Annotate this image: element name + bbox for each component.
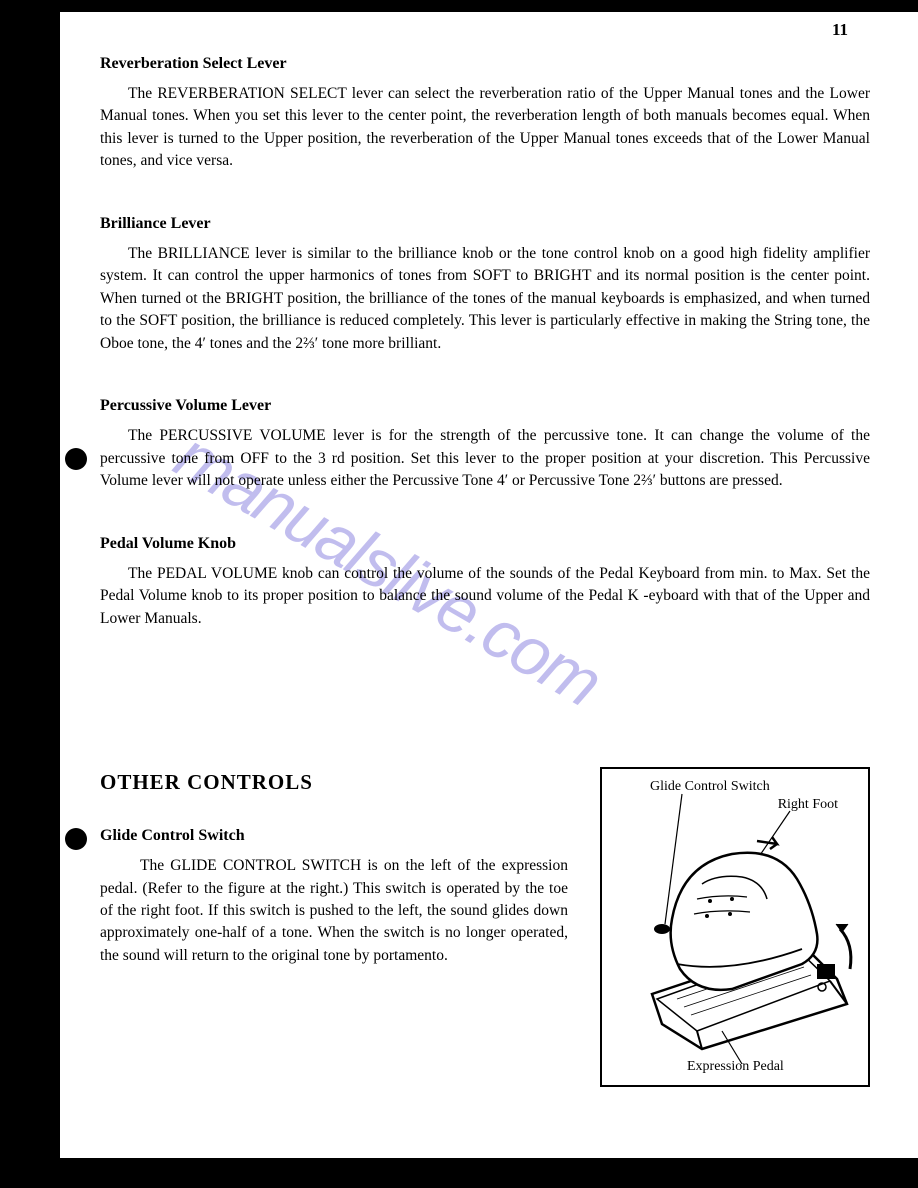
black-border-left [0, 0, 60, 1178]
section-body: The BRILLIANCE lever is similar to the b… [100, 243, 870, 355]
section-body: The REVERBERATION SELECT lever can selec… [100, 83, 870, 173]
section-body: The PERCUSSIVE VOLUME lever is for the s… [100, 425, 870, 492]
section-heading: Pedal Volume Knob [100, 535, 870, 553]
section-percussive-volume: Percussive Volume Lever The PERCUSSIVE V… [100, 397, 870, 492]
black-border-top [0, 0, 918, 12]
section-reverberation: Reverberation Select Lever The REVERBERA… [100, 55, 870, 173]
two-column-layout: Glide Control Switch The GLIDE CONTROL S… [100, 827, 870, 1087]
punch-hole-dot [65, 448, 87, 470]
section-heading: Glide Control Switch [100, 827, 568, 845]
section-pedal-volume: Pedal Volume Knob The PEDAL VOLUME knob … [100, 535, 870, 630]
figure-glide-control: Glide Control Switch Right Foot Expressi… [600, 767, 870, 1087]
section-heading: Brilliance Lever [100, 215, 870, 233]
section-body: The PEDAL VOLUME knob can control the vo… [100, 563, 870, 630]
left-column: Glide Control Switch The GLIDE CONTROL S… [100, 827, 568, 1087]
section-heading: Reverberation Select Lever [100, 55, 870, 73]
page-content: Reverberation Select Lever The REVERBERA… [100, 55, 870, 1087]
section-body: The GLIDE CONTROL SWITCH is on the left … [100, 855, 568, 967]
page-number: 11 [832, 20, 848, 40]
figure-svg [602, 769, 872, 1089]
section-brilliance: Brilliance Lever The BRILLIANCE lever is… [100, 215, 870, 355]
right-column: Glide Control Switch Right Foot Expressi… [600, 767, 870, 1087]
punch-hole-dot [65, 828, 87, 850]
section-heading: Percussive Volume Lever [100, 397, 870, 415]
black-border-bottom [0, 1158, 918, 1188]
